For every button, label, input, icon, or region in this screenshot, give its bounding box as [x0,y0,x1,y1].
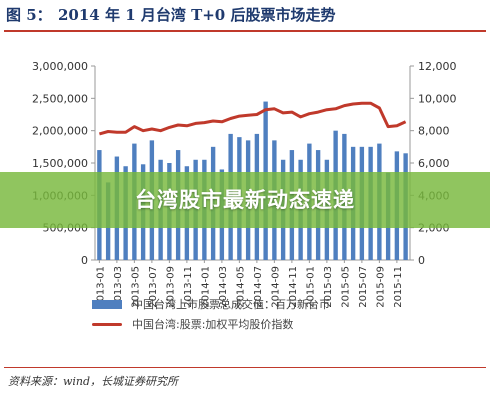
x-tick-label: 2013-07 [148,266,159,308]
legend-bar-label: 中国台湾上市股票总成交值：百万新台币 [132,298,330,311]
left-tick-label: 1,500,000 [32,157,88,170]
left-tick-label: 3,000,000 [32,60,88,73]
figure-label: 图 5： [6,6,52,24]
left-tick-label: 2,000,000 [32,125,88,138]
x-tick-label: 2015-01 [305,266,316,308]
left-tick-label: 2,500,000 [32,92,88,105]
legend-line-label: 中国台湾:股票:加权平均股价指数 [132,318,294,331]
right-tick-label: 8,000 [418,125,450,138]
x-tick-label: 2015-11 [393,266,404,308]
x-tick-label: 2014-07 [253,266,264,308]
x-tick-label: 2014-11 [288,266,299,308]
x-tick-label: 2015-03 [323,266,334,308]
x-tick-label: 2014-03 [218,266,229,308]
right-tick-label: 12,000 [418,60,457,73]
figure-title-bar: 图 5： 2014 年 1 月台湾 T+0 后股票市场走势 [0,0,490,30]
overlay-banner: 台湾股市最新动态速递 [0,172,490,228]
bottom-rule [4,367,486,368]
right-tick-label: 10,000 [418,92,457,105]
x-tick-label: 2015-07 [358,266,369,308]
x-tick-label: 2014-09 [270,266,281,308]
left-tick-label: 0 [81,254,88,267]
x-tick-label: 2015-09 [375,266,386,308]
x-tick-label: 2013-09 [165,266,176,308]
x-tick-label: 2013-11 [183,266,194,308]
x-tick-label: 2014-05 [235,266,246,308]
index-line [99,101,407,136]
right-tick-label: 6,000 [418,157,450,170]
title-rule [4,30,486,32]
source-note: 资料来源：wind，长城证券研究所 [8,375,179,388]
x-tick-label: 2015-05 [340,266,351,308]
x-tick-label: 2014-01 [200,266,211,308]
x-tick-label: 2013-01 [95,266,106,308]
legend-bar-swatch [92,300,122,309]
figure-title: 2014 年 1 月台湾 T+0 后股票市场走势 [58,6,336,24]
x-tick-label: 2013-03 [113,266,124,308]
legend-bar-entry: 中国台湾上市股票总成交值：百万新台币 [92,296,452,314]
right-tick-label: 0 [418,254,425,267]
x-tick-label: 2013-05 [130,266,141,308]
legend-line-swatch [92,323,122,326]
legend-line-entry: 中国台湾:股票:加权平均股价指数 [92,316,452,334]
overlay-title: 台湾股市最新动态速递 [135,188,355,212]
